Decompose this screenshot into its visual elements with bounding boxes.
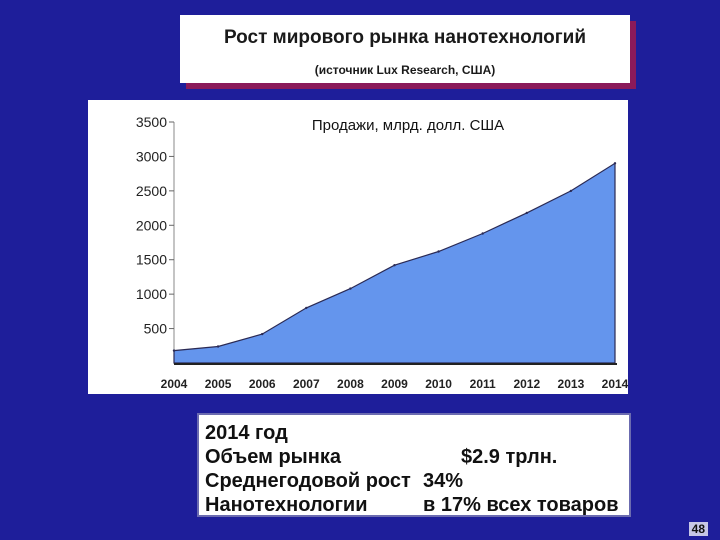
data-point-2011 bbox=[481, 232, 484, 235]
x-tick-label-2008: 2008 bbox=[337, 377, 364, 391]
market-value: $2.9 трлн. bbox=[461, 446, 558, 468]
data-point-2004 bbox=[172, 349, 176, 352]
data-point-2010 bbox=[437, 250, 440, 253]
sales-area bbox=[173, 162, 616, 364]
sales-area-chart: Продажи, млрд. долл. США 500 1000 1500 2000 2… bbox=[136, 114, 628, 391]
data-point-2005 bbox=[216, 345, 220, 348]
slide-subtitle: (источник Lux Research, США) bbox=[314, 63, 496, 77]
y-tick-label-3500: 3500 bbox=[136, 114, 167, 130]
title-box: Рост мирового рынка нанотехнологий (исто… bbox=[180, 15, 630, 83]
x-tick-label-2005: 2005 bbox=[205, 377, 232, 391]
y-tick-label-3000: 3000 bbox=[136, 148, 167, 164]
chart-panel: Продажи, млрд. долл. США 500 1000 1500 2000 2… bbox=[88, 100, 628, 394]
chart-title: Продажи, млрд. долл. США bbox=[312, 117, 504, 134]
x-tick-label-2007: 2007 bbox=[293, 377, 320, 391]
growth-label: Среднегодовой рост bbox=[205, 470, 411, 492]
x-tick-label-2004: 2004 bbox=[161, 377, 188, 391]
x-tick-label-2006: 2006 bbox=[249, 377, 276, 391]
data-point-2006 bbox=[261, 332, 264, 336]
x-tick-label-2013: 2013 bbox=[558, 377, 585, 391]
y-tick-label-1500: 1500 bbox=[136, 252, 167, 268]
data-point-2013 bbox=[569, 189, 573, 193]
y-tick-label-1000: 1000 bbox=[136, 286, 167, 302]
market-label: Объем рынка bbox=[205, 446, 341, 468]
data-point-2014 bbox=[613, 162, 617, 165]
nano-label: Нанотехнологии bbox=[205, 494, 368, 516]
x-tick-label-2011: 2011 bbox=[470, 377, 496, 391]
y-tick-label-500: 500 bbox=[144, 321, 168, 337]
data-point-2007 bbox=[305, 306, 308, 310]
info-year: 2014 год bbox=[205, 422, 288, 444]
nano-value: в 17% всех товаров bbox=[423, 494, 619, 516]
data-point-2012 bbox=[525, 211, 528, 215]
data-point-2008 bbox=[349, 287, 352, 290]
y-tick-label-2500: 2500 bbox=[136, 183, 167, 199]
x-tick-label-2010: 2010 bbox=[425, 377, 452, 391]
growth-value: 34% bbox=[423, 470, 464, 492]
x-tick-label-2014: 2014 bbox=[602, 377, 628, 391]
slide-title: Рост мирового рынка нанотехнологий bbox=[223, 27, 587, 48]
page-number: 48 bbox=[688, 522, 708, 536]
y-tick-label-2000: 2000 bbox=[136, 217, 167, 233]
info-box: 2014 год Объем рынка $2.9 трлн. Среднего… bbox=[197, 413, 631, 517]
data-point-2009 bbox=[393, 264, 396, 267]
x-tick-label-2009: 2009 bbox=[381, 377, 408, 391]
x-tick-label-2012: 2012 bbox=[513, 377, 540, 391]
